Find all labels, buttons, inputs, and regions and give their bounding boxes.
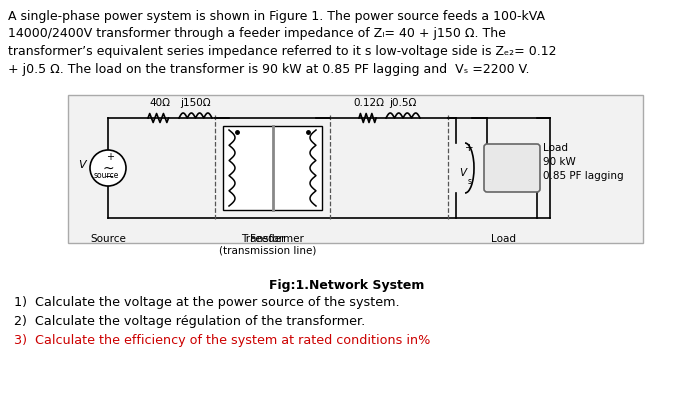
Text: + j0.5 Ω. The load on the transformer is 90 kW at 0.85 PF lagging and  Vₛ =2200 : + j0.5 Ω. The load on the transformer is…	[8, 62, 530, 76]
Text: V: V	[459, 168, 466, 178]
Text: s: s	[468, 177, 472, 186]
Text: Fig:1.Network System: Fig:1.Network System	[270, 279, 425, 292]
Text: Transformer: Transformer	[241, 234, 304, 244]
Text: 0.12Ω: 0.12Ω	[354, 98, 384, 108]
Bar	[223, 126, 322, 210]
Circle shape	[90, 150, 126, 186]
Text: Load: Load	[543, 143, 568, 153]
Text: transformer’s equivalent series impedance referred to it s low-voltage side is Z: transformer’s equivalent series impedanc…	[8, 45, 557, 58]
Text: 40Ω: 40Ω	[149, 98, 170, 108]
Text: −: −	[106, 172, 115, 182]
Text: j150Ω: j150Ω	[180, 98, 211, 108]
Text: 1)  Calculate the voltage at the power source of the system.: 1) Calculate the voltage at the power so…	[14, 296, 400, 309]
Text: 0.85 PF lagging: 0.85 PF lagging	[543, 171, 623, 181]
FancyBboxPatch shape	[484, 144, 540, 192]
Text: ~: ~	[102, 162, 114, 176]
Text: source: source	[94, 171, 120, 180]
Text: Load: Load	[491, 234, 516, 244]
Text: +: +	[465, 143, 473, 153]
Text: A single-phase power system is shown in Figure 1. The power source feeds a 100-k: A single-phase power system is shown in …	[8, 10, 545, 23]
Text: Source: Source	[90, 234, 126, 244]
Text: 2)  Calculate the voltage régulation of the transformer.: 2) Calculate the voltage régulation of t…	[14, 315, 366, 328]
Text: 14000/2400V transformer through a feeder impedance of Zₗ= 40 + j150 Ω. The: 14000/2400V transformer through a feeder…	[8, 28, 506, 40]
Text: +: +	[106, 152, 114, 162]
Text: 90 kW: 90 kW	[543, 157, 575, 167]
Text: j0.5Ω: j0.5Ω	[389, 98, 417, 108]
Bar	[68, 95, 643, 243]
Text: 3)  Calculate the efficiency of the system at rated conditions in%: 3) Calculate the efficiency of the syste…	[14, 334, 430, 347]
Text: V: V	[79, 160, 86, 170]
Text: Feeder
(transmission line): Feeder (transmission line)	[219, 234, 316, 256]
